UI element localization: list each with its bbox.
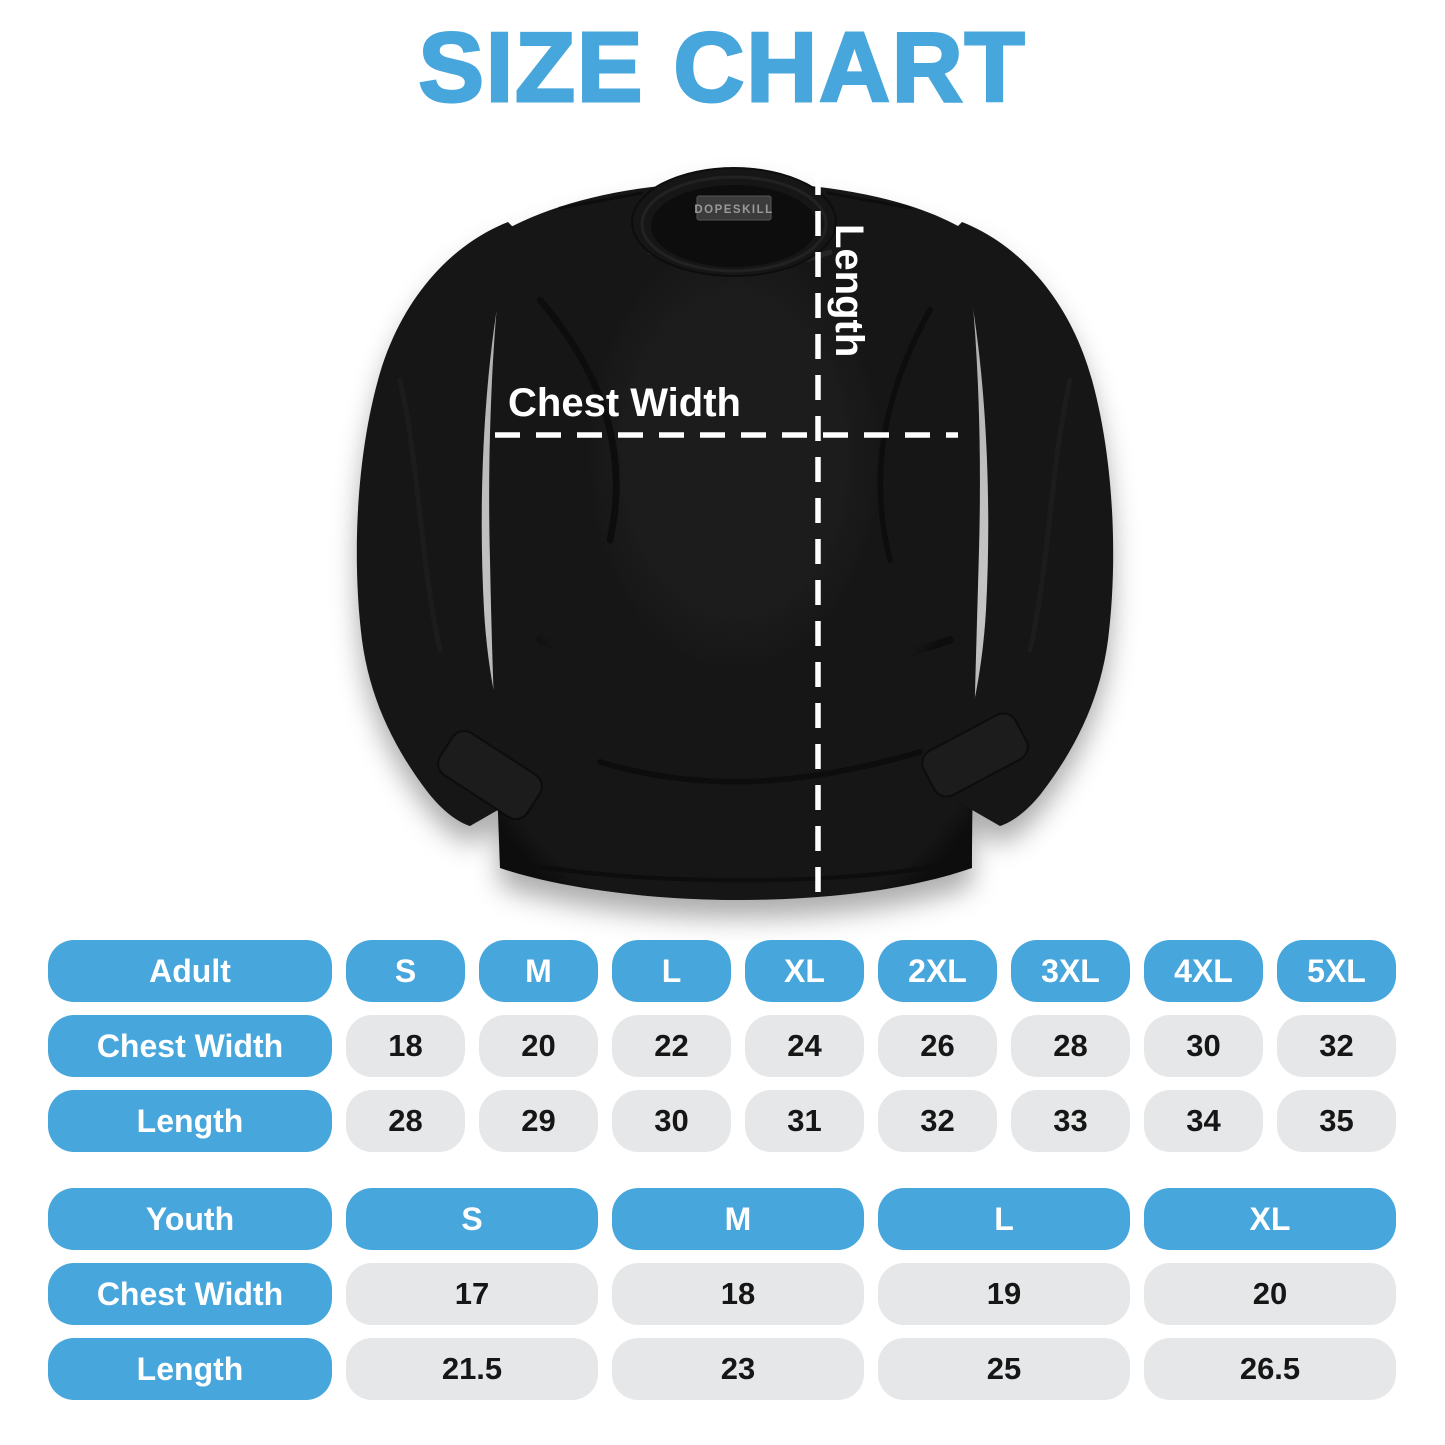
long-sleeve-shirt-image: DOPESKILL Chest Width Length [356,167,1114,900]
youth-size-table: Youth S M L XL Chest Width 17 18 19 20 Length 21.5 2… [48,1188,1396,1400]
size-value-pill: 30 [612,1090,731,1152]
size-header-pill: 4XL [1144,940,1263,1002]
brand-tag-label: DOPESKILL [694,204,773,216]
shirt-body [489,182,980,900]
size-value-pill: 32 [1277,1015,1396,1077]
row-label-pill: Chest Width [48,1015,332,1077]
brand-tag [696,195,772,221]
size-value-pill: 21.5 [346,1338,598,1400]
shirt-cuff-left [437,730,543,820]
size-header-pill: M [612,1188,864,1250]
size-value-pill: 30 [1144,1015,1263,1077]
shirt-sleeve-left [356,222,524,826]
size-value-pill: 32 [878,1090,997,1152]
size-value-pill: 18 [612,1263,864,1325]
size-value-pill: 26.5 [1144,1338,1396,1400]
size-value-pill: 29 [479,1090,598,1152]
size-header-pill: XL [745,940,864,1002]
size-value-pill: 35 [1277,1090,1396,1152]
page-title: SIZE CHART [417,12,1027,122]
row-label-pill: Length [48,1338,332,1400]
size-value-pill: 31 [745,1090,864,1152]
size-header-pill: L [612,940,731,1002]
shirt-cuff-right [921,712,1029,798]
size-value-pill: 23 [612,1338,864,1400]
size-header-pill: L [878,1188,1130,1250]
size-value-pill: 24 [745,1015,864,1077]
size-value-pill: 20 [479,1015,598,1077]
adult-size-table: Adult S M L XL 2XL 3XL 4XL 5XL Chest Width 18 20 22 2… [48,940,1396,1152]
table-category-header-pill: Youth [48,1188,332,1250]
row-label-pill: Length [48,1090,332,1152]
size-header-pill: 5XL [1277,940,1396,1002]
size-value-pill: 33 [1011,1090,1130,1152]
size-header-pill: S [346,940,465,1002]
size-header-pill: S [346,1188,598,1250]
size-header-pill: 2XL [878,940,997,1002]
size-header-pill: XL [1144,1188,1396,1250]
table-category-header-pill: Adult [48,940,332,1002]
size-value-pill: 18 [346,1015,465,1077]
size-value-pill: 26 [878,1015,997,1077]
size-value-pill: 22 [612,1015,731,1077]
size-header-pill: 3XL [1011,940,1130,1002]
size-value-pill: 34 [1144,1090,1263,1152]
size-value-pill: 25 [878,1338,1130,1400]
size-value-pill: 20 [1144,1263,1396,1325]
shirt-collar: DOPESKILL [631,167,837,277]
size-header-pill: M [479,940,598,1002]
length-label: Length [827,224,871,357]
size-value-pill: 28 [1011,1015,1130,1077]
size-value-pill: 28 [346,1090,465,1152]
size-value-pill: 19 [878,1263,1130,1325]
shirt-diagram: DOPESKILL Chest Width Length [320,140,1160,940]
shirt-sleeve-right [946,222,1114,826]
row-label-pill: Chest Width [48,1263,332,1325]
size-value-pill: 17 [346,1263,598,1325]
chest-width-label: Chest Width [508,381,741,425]
measurement-overlay: Chest Width Length [495,170,958,900]
